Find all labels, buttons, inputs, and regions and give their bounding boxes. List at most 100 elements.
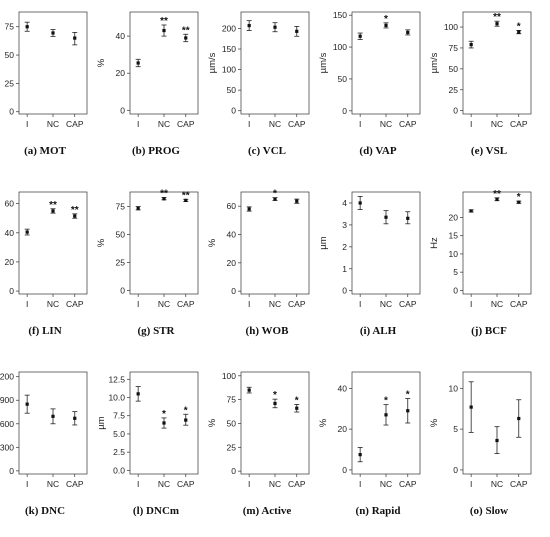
panel-1-point-0 — [25, 25, 29, 29]
panel-13-ylabel: % — [207, 418, 218, 427]
panel-6-ytick-label-3: 60 — [5, 199, 15, 209]
panel-8-ylabel: % — [207, 238, 218, 247]
panel-3-xtick-label-1: NC — [269, 119, 281, 129]
panel-4-point-1 — [384, 23, 388, 27]
panel-2-xtick-label-1: NC — [158, 119, 170, 129]
panel-4-xtick-label-1: NC — [380, 119, 392, 129]
panel-14-xtick-label-1: NC — [380, 479, 392, 489]
panel-12-ylabel: µm — [96, 416, 107, 429]
panel-9-point-2 — [406, 216, 410, 220]
panel-10-ylabel: Hz — [429, 237, 440, 249]
panel-4-ytick-label-0: 0 — [342, 106, 347, 116]
panel-12-sig-2: * — [184, 405, 188, 416]
panel-7-ytick-label-0: 0 — [120, 286, 125, 296]
panel-1-ytick-label-3: 75 — [5, 22, 15, 32]
panel-9-xtick-label-1: NC — [380, 299, 392, 309]
panel-13-xtick-label-1: NC — [269, 479, 281, 489]
panel-7-caption: (g) STR — [138, 325, 176, 337]
panel-10-sig-2: * — [517, 192, 521, 203]
panel-4-point-0 — [358, 34, 362, 38]
panel-13-xtick-label-0: I — [248, 479, 250, 489]
panel-12-xtick-label-0: I — [137, 479, 139, 489]
panel-15-point-0 — [469, 405, 473, 409]
panel-13-caption: (m) Active — [243, 505, 292, 517]
panel-11-point-0 — [25, 402, 29, 406]
panel-12-ytick-label-2: 5.0 — [113, 429, 125, 439]
panel-4-xtick-label-0: I — [359, 119, 361, 129]
panel-8-ytick-label-1: 20 — [227, 258, 237, 268]
panel-5-ytick-label-3: 75 — [449, 43, 459, 53]
panel-14-ytick-label-0: 0 — [342, 465, 347, 475]
panel-2-xtick-label-0: I — [137, 119, 139, 129]
panel-13-ytick-label-4: 100 — [222, 371, 236, 381]
panel-14-xtick-label-0: I — [359, 479, 361, 489]
panel-8-caption: (h) WOB — [246, 325, 290, 337]
panel-5-ytick-label-1: 25 — [449, 85, 459, 95]
panel-14-point-0 — [358, 453, 362, 457]
panel-12-xtick-label-1: NC — [158, 479, 170, 489]
panel-6-sig-1: ** — [49, 200, 57, 211]
panel-5-ytick-label-4: 100 — [444, 22, 458, 32]
panel-2-point-2 — [184, 36, 188, 40]
panel-10-point-0 — [469, 209, 473, 213]
panel-14-ytick-label-2: 40 — [338, 383, 348, 393]
panel-5-point-1 — [495, 22, 499, 26]
panel-14-ytick-label-1: 20 — [338, 424, 348, 434]
panel-10-ytick-label-2: 10 — [449, 249, 459, 259]
panel-12-ytick-label-4: 10.0 — [108, 393, 125, 403]
panel-5-ytick-label-2: 50 — [449, 64, 459, 74]
panel-7-point-2 — [184, 198, 188, 203]
panel-12-point-0 — [136, 392, 140, 396]
panel-9-ylabel: µm — [318, 236, 329, 249]
panel-10-frame — [462, 191, 532, 295]
panel-1-ytick-label-2: 50 — [5, 50, 15, 60]
panel-6-xtick-label-0: I — [26, 299, 28, 309]
panel-8-frame — [240, 191, 310, 295]
panel-8-sig-1: * — [273, 189, 277, 200]
panel-13-sig-1: * — [273, 390, 277, 401]
panel-11-ytick-label-2: 600 — [0, 419, 14, 429]
panel-3-point-0 — [247, 23, 251, 28]
panel-9-ytick-label-3: 3 — [342, 220, 347, 230]
panel-11-point-1 — [51, 414, 55, 418]
panel-6-point-2 — [73, 214, 77, 218]
panel-4-ylabel: µm/s — [318, 52, 329, 73]
panel-12-sig-1: * — [162, 409, 166, 420]
panel-2-sig-1: ** — [160, 16, 168, 27]
panel-6-ytick-label-1: 20 — [5, 257, 15, 267]
panel-13-ytick-label-1: 25 — [227, 442, 237, 452]
panel-4-xtick-label-2: CAP — [399, 119, 417, 129]
panel-2-xtick-label-2: CAP — [177, 119, 195, 129]
panel-10-ytick-label-3: 15 — [449, 231, 459, 241]
panel-13-point-2 — [295, 406, 299, 410]
panel-7-ytick-label-2: 50 — [116, 230, 126, 240]
panel-5-ytick-label-0: 0 — [453, 106, 458, 116]
panel-2-caption: (b) PROG — [132, 145, 180, 157]
panel-5-sig-1: ** — [493, 12, 501, 23]
panel-11-ytick-label-0: 0 — [9, 466, 14, 476]
panel-11-ytick-label-1: 300 — [0, 442, 14, 452]
panel-15-ylabel: % — [429, 418, 440, 427]
panel-7-xtick-label-2: CAP — [177, 299, 195, 309]
panel-2-ytick-label-1: 20 — [116, 68, 126, 78]
panel-2-point-0 — [136, 61, 140, 65]
panel-10-xtick-label-2: CAP — [510, 299, 528, 309]
panel-12-xtick-label-2: CAP — [177, 479, 195, 489]
panel-11-ytick-label-3: 900 — [0, 395, 14, 405]
panel-4-caption: (d) VAP — [359, 145, 396, 157]
panel-1-ytick-label-0: 0 — [9, 107, 14, 117]
panel-12-ytick-label-5: 12.5 — [108, 374, 125, 384]
panel-15-ytick-label-0: 0 — [453, 465, 458, 475]
panel-14-point-2 — [406, 409, 410, 413]
panel-11-xtick-label-0: I — [26, 479, 28, 489]
panel-9-caption: (i) ALH — [360, 325, 397, 337]
panel-3-ytick-label-2: 100 — [222, 65, 236, 75]
panel-6-sig-2: ** — [71, 205, 79, 216]
panel-1-xtick-label-1: NC — [47, 119, 59, 129]
panel-8-ytick-label-0: 0 — [231, 286, 236, 296]
panel-2-ylabel: % — [96, 58, 107, 67]
panel-13-ytick-label-3: 75 — [227, 395, 237, 405]
panel-7-sig-2: ** — [182, 190, 190, 201]
panel-6-point-1 — [51, 209, 55, 213]
